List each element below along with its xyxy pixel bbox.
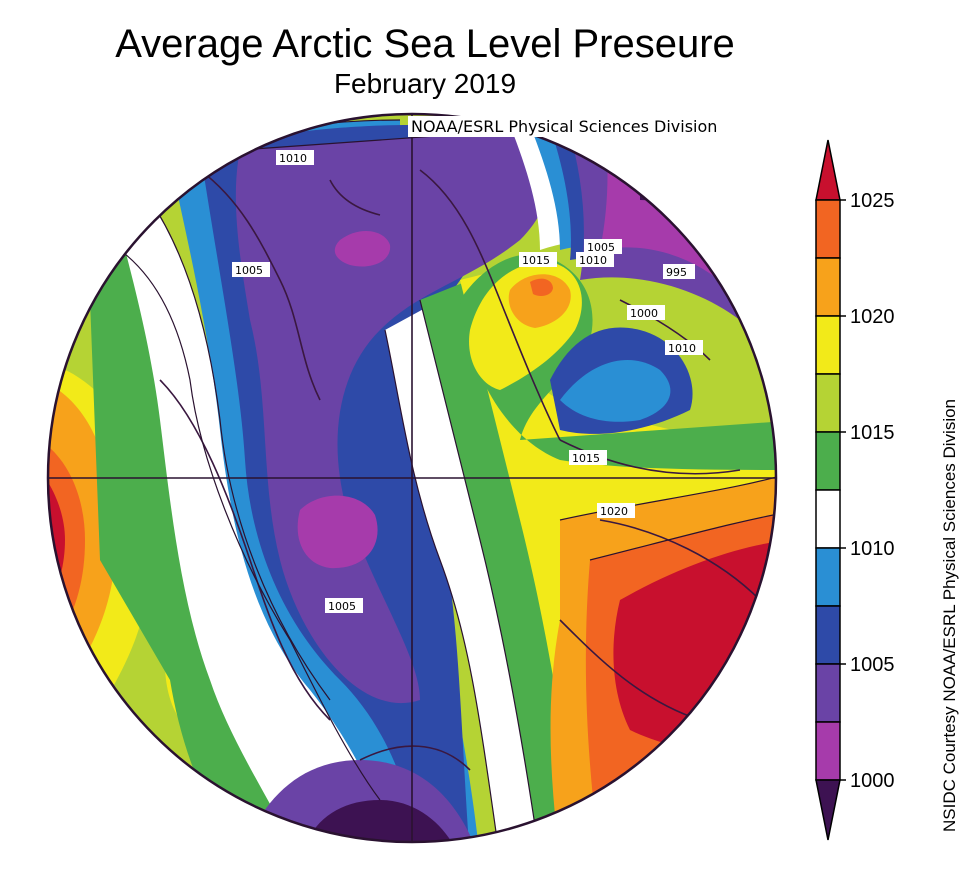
- contour-label: 1015: [522, 254, 550, 267]
- colorbar-bottom-arrow: [815, 779, 841, 841]
- credit-top: NOAA/ESRL Physical Sciences Division: [408, 116, 721, 137]
- pressure-field: [48, 114, 776, 842]
- contour-label: 1005: [587, 241, 615, 254]
- contour-label: 1000: [630, 307, 658, 320]
- colorbar-segment: [815, 199, 841, 259]
- map-outline: [46, 112, 778, 844]
- contour-label: 1010: [668, 342, 696, 355]
- contour-label: 995: [666, 266, 687, 279]
- colorbar-top-arrow: [815, 139, 841, 201]
- contour-labels: 1010 1005 1015 1010 1005 995 1000 1010 1…: [232, 150, 703, 613]
- contour-label: 1010: [579, 254, 607, 267]
- colorbar-segment: [815, 663, 841, 723]
- colorbar-tick-label: 1000: [850, 770, 895, 792]
- colorbar-segment: [815, 257, 841, 317]
- contour-label: 1005: [328, 600, 356, 613]
- colorbar-segment: [815, 431, 841, 491]
- credit-side: NSIDC Courtesy NOAA/ESRL Physical Scienc…: [940, 398, 959, 832]
- colorbar-tick-label: 1015: [850, 422, 895, 444]
- colorbar-segment: [815, 721, 841, 781]
- contour-label: 1010: [279, 152, 307, 165]
- map-title: Average Arctic Sea Level Preseure: [115, 22, 735, 66]
- colorbar-tick-label: 1025: [850, 190, 895, 212]
- contour-label: 1015: [572, 452, 600, 465]
- pressure-colorbar: 1025 1020 1015 1010 1005 1000: [815, 139, 895, 841]
- colorbar-tick-label: 1010: [850, 538, 895, 560]
- colorbar-segment: [815, 547, 841, 607]
- colorbar-segment: [815, 489, 841, 549]
- colorbar-segment: [815, 605, 841, 665]
- colorbar-segment: [815, 315, 841, 375]
- colorbar-tick-label: 1005: [850, 654, 895, 676]
- colorbar-segment: [815, 373, 841, 433]
- contour-label: 1020: [600, 505, 628, 518]
- contour-label: 1005: [235, 264, 263, 277]
- colorbar-tick-label: 1020: [850, 306, 895, 328]
- map-subtitle: February 2019: [333, 68, 517, 99]
